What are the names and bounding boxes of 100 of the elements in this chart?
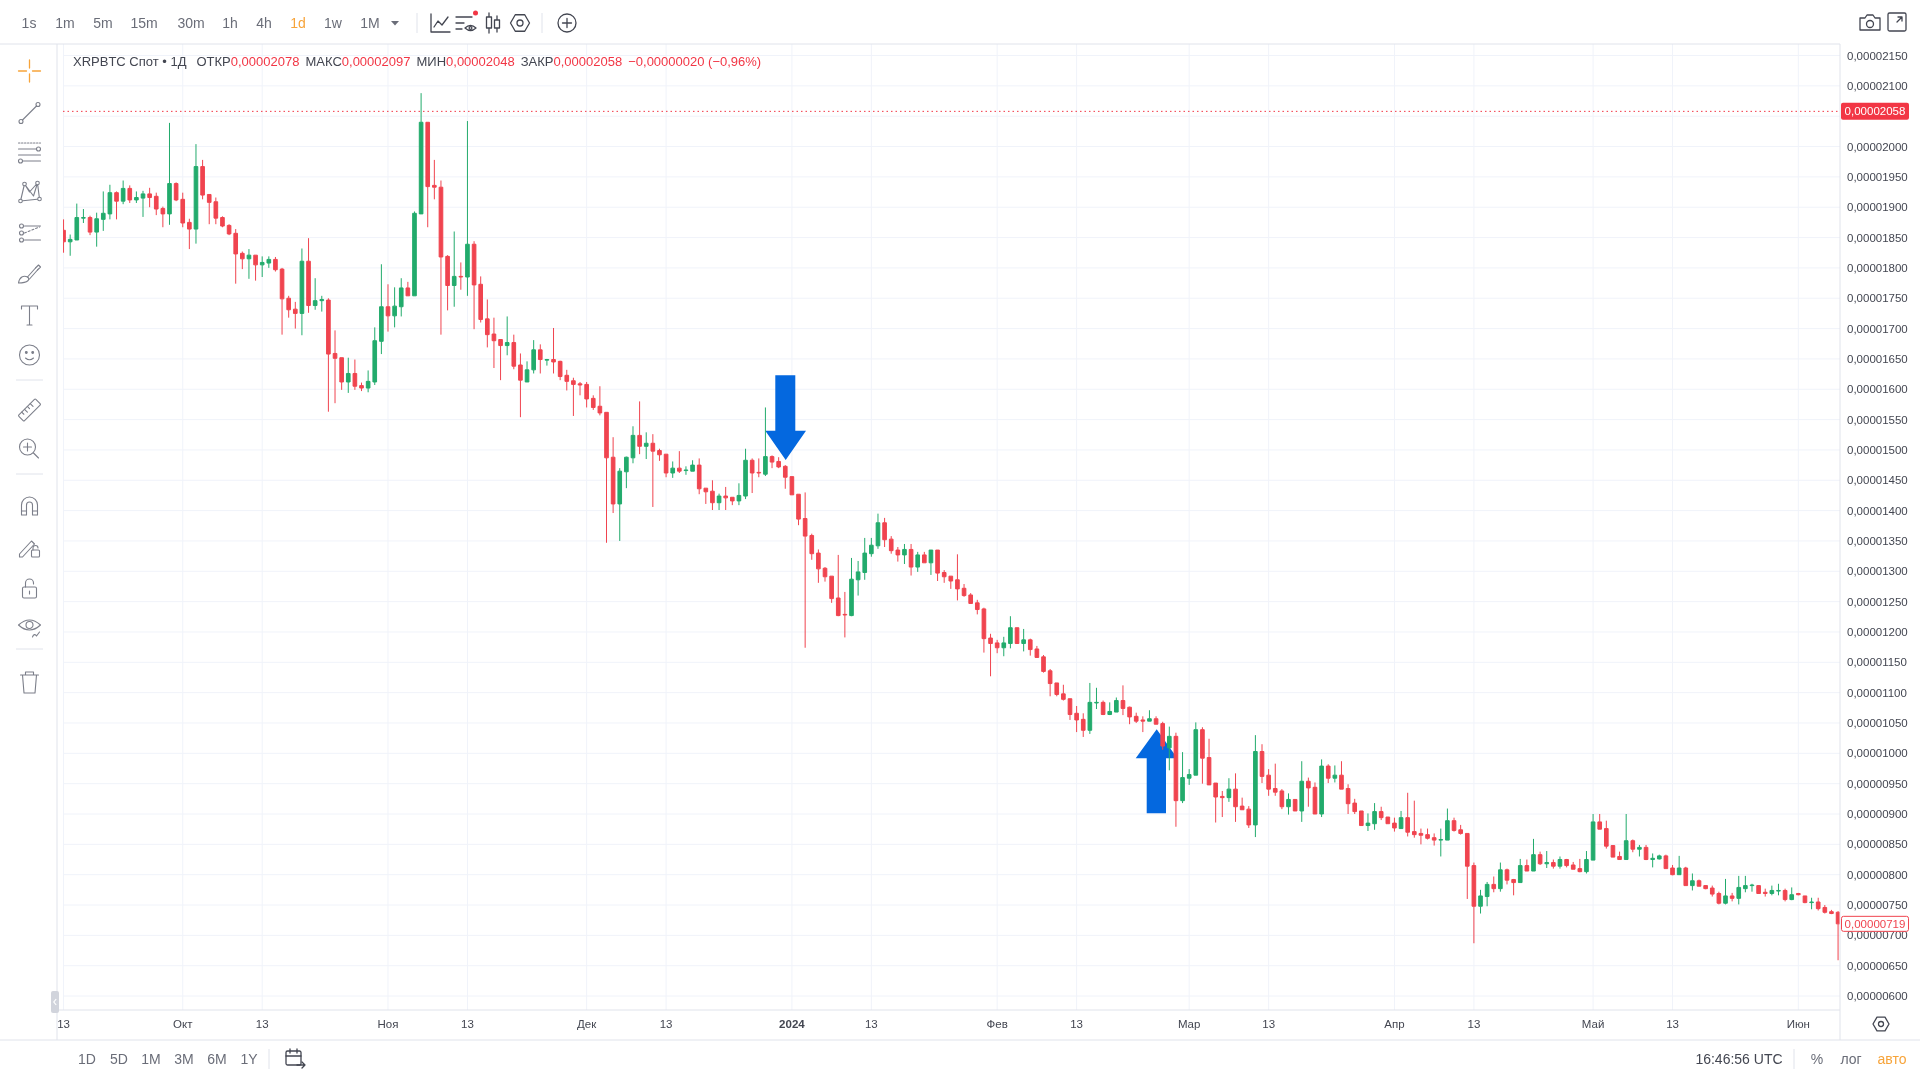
candlestick — [120, 180, 126, 205]
candlestick — [498, 339, 503, 381]
candlestick — [465, 120, 470, 297]
candlestick — [875, 513, 881, 550]
x-tick-label: 13 — [255, 1018, 269, 1030]
text: 1M — [141, 1051, 161, 1067]
candlestick — [610, 436, 616, 514]
candlestick — [1325, 763, 1331, 784]
candlestick — [1491, 876, 1497, 893]
y-tick-label: 0,00001200 — [1847, 625, 1908, 638]
text: 3M — [174, 1051, 194, 1067]
text: 1m — [55, 15, 75, 31]
candlestick — [240, 251, 245, 270]
candlestick — [412, 210, 417, 297]
candlestick — [451, 231, 457, 308]
candlestick — [1147, 709, 1152, 722]
candlestick — [869, 537, 874, 558]
candlestick — [1094, 687, 1099, 710]
annotation: ЗАКР — [520, 54, 554, 70]
candlestick — [1127, 706, 1132, 725]
candlestick — [1021, 628, 1026, 652]
candlestick — [670, 460, 676, 479]
y-tick-label: 0,00002150 — [1847, 49, 1908, 62]
y-tick-label: 0,00000950 — [1847, 777, 1908, 790]
candlestick — [1438, 828, 1444, 857]
candlestick — [1451, 817, 1457, 833]
candlestick — [1339, 760, 1344, 790]
candlestick — [1683, 866, 1689, 887]
candlestick — [1782, 888, 1788, 902]
candlestick — [1690, 872, 1695, 891]
candlestick — [1253, 734, 1258, 838]
x-tick-label: Фев — [986, 1018, 1008, 1030]
candlestick — [1120, 684, 1126, 716]
y-tick-label: 0,00001700 — [1847, 322, 1908, 335]
candlestick — [1756, 884, 1761, 894]
candlestick — [736, 482, 742, 506]
candlestick — [167, 122, 172, 226]
candlestick — [1584, 850, 1589, 874]
candlestick — [1286, 792, 1291, 816]
candlestick — [299, 247, 305, 336]
candlestick — [1445, 808, 1450, 841]
candlestick — [1061, 684, 1066, 702]
candlestick — [643, 431, 649, 460]
candlestick — [1809, 897, 1814, 910]
text: 1s — [21, 15, 37, 31]
candlestick — [1590, 813, 1596, 861]
candlestick — [1703, 884, 1708, 890]
x-tick-label: 2024 — [779, 1018, 806, 1030]
candlestick — [504, 315, 510, 356]
candlestick — [425, 121, 431, 228]
candlestick — [193, 143, 199, 245]
candlestick — [438, 180, 444, 336]
y-tick-label: 0,00000700 — [1847, 929, 1908, 942]
candlestick — [1392, 817, 1397, 833]
candlestick — [345, 357, 351, 394]
candlestick — [1107, 701, 1113, 716]
candlestick — [1762, 888, 1768, 898]
candlestick — [1219, 790, 1225, 818]
candlestick — [392, 286, 397, 328]
candlestick — [1359, 810, 1364, 827]
candlestick — [1524, 859, 1530, 872]
annotation: −0,00000020 (−0,96%) — [628, 54, 762, 70]
candlestick — [994, 639, 1000, 654]
candlestick — [1749, 883, 1755, 893]
candlestick — [617, 467, 623, 542]
y-tick-label: 0,00001100 — [1847, 686, 1907, 699]
candlestick — [1087, 682, 1093, 735]
candlestick — [1180, 751, 1185, 804]
candlestick — [1332, 764, 1338, 783]
candlestick — [1365, 812, 1371, 832]
candlestick — [663, 453, 669, 478]
candlestick — [637, 400, 642, 455]
annotation: 0,00002097 — [341, 54, 411, 70]
y-tick-label: 0,00000600 — [1847, 990, 1908, 1003]
candlestick — [630, 425, 636, 464]
candlestick — [571, 377, 576, 417]
y-tick-label: 0,00002000 — [1847, 140, 1908, 153]
candlestick — [1312, 781, 1318, 815]
candlestick — [140, 190, 146, 218]
candlestick — [683, 465, 689, 476]
candlestick — [292, 301, 298, 330]
candlestick — [1517, 858, 1523, 884]
candlestick — [352, 359, 358, 391]
candlestick — [511, 334, 517, 370]
candlestick — [246, 248, 252, 280]
y-tick-label: 0,00001750 — [1847, 292, 1908, 305]
y-tick-label: 0,00000850 — [1847, 838, 1908, 851]
candlestick — [1729, 892, 1735, 902]
candlestick — [1372, 802, 1377, 831]
y-tick-label: 0,00001450 — [1847, 474, 1908, 487]
candlestick — [1398, 810, 1404, 830]
candlestick — [339, 357, 344, 391]
candlestick — [1676, 855, 1682, 876]
candlestick — [1259, 743, 1265, 784]
candlestick — [147, 187, 152, 208]
y-tick-label: 0,00001250 — [1847, 595, 1908, 608]
candlestick — [326, 297, 331, 413]
text: 1w — [324, 15, 343, 31]
candlestick — [723, 486, 728, 511]
text: 5m — [93, 15, 113, 31]
